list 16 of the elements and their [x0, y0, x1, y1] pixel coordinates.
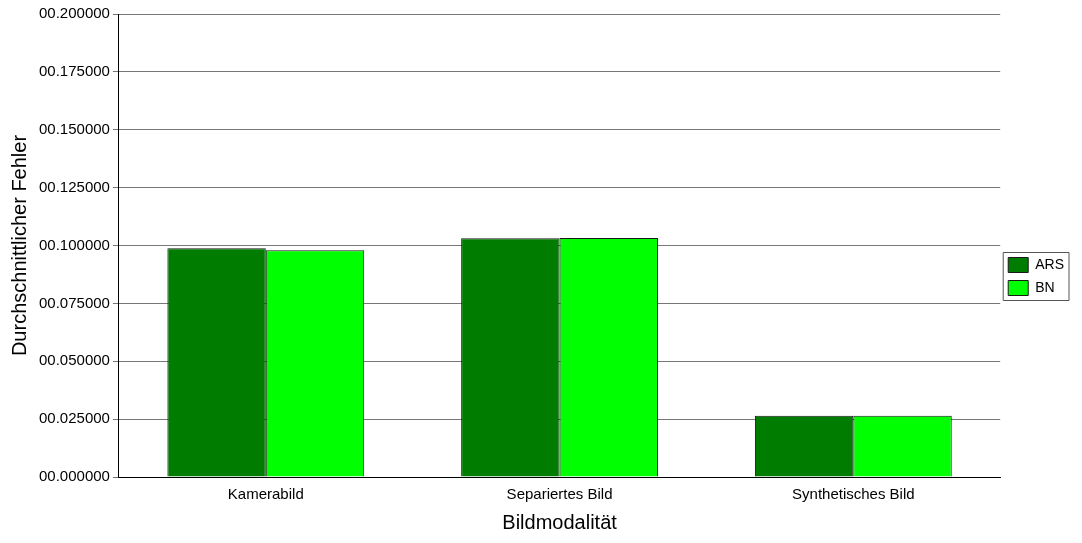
x-tick-label: Synthetisches Bild — [792, 485, 915, 503]
x-axis-title: Bildmodalität — [502, 510, 618, 533]
legend-label: BN — [1035, 278, 1055, 295]
y-tick-label: 00.150000 — [39, 119, 110, 137]
y-axis-title: Durchschnittlicher Fehler — [7, 134, 30, 357]
y-tick-label: 00.075000 — [39, 293, 110, 311]
x-tick-label: Kamerabild — [227, 485, 304, 503]
y-tick-label: 00.200000 — [39, 4, 110, 22]
y-tick-label: 00.025000 — [39, 409, 110, 427]
y-tick-label: 00.100000 — [39, 235, 110, 253]
y-tick-label: 00.125000 — [39, 177, 110, 195]
legend-label: ARS — [1035, 255, 1065, 272]
y-tick-label: 00.050000 — [39, 351, 110, 369]
y-tick-label: 00.175000 — [39, 62, 110, 80]
y-tick-label: 00.000000 — [39, 467, 110, 485]
x-tick-label: Separiertes Bild — [506, 485, 613, 503]
